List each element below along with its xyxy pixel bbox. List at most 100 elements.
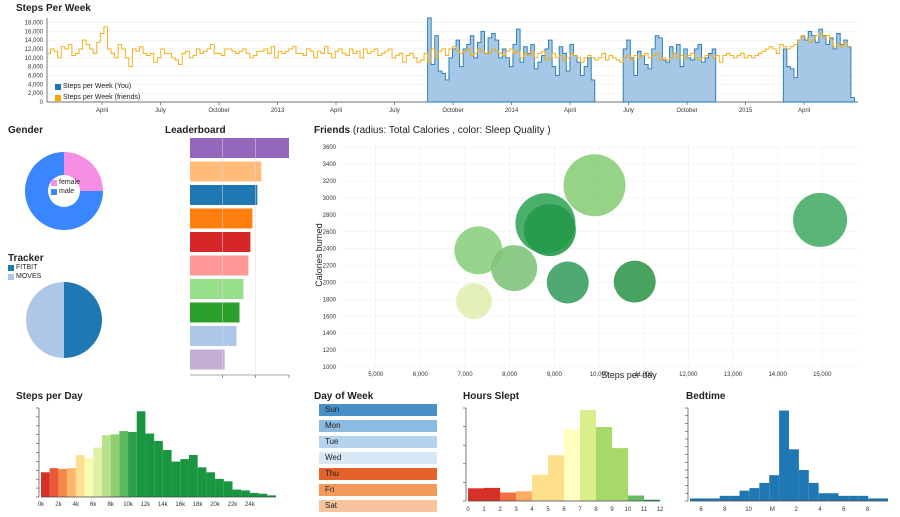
bedtime-title: Bedtime (686, 391, 726, 402)
moves-label: MOVES (16, 273, 42, 280)
hours-slept-x-tick-label: 7 (578, 507, 582, 513)
friend-bubble (546, 261, 589, 304)
friends-title: Friends (radius: Total Calories , color:… (314, 125, 551, 136)
friends-title-text: Friends (314, 125, 351, 136)
friends-y-tick-label: 1600 (323, 314, 337, 320)
friends-y-axis-label: Calories burned (314, 223, 324, 287)
bedtime-bar (838, 495, 849, 501)
steps_day-bar (93, 447, 102, 497)
week-y-tick-label: 2,000 (28, 91, 44, 97)
fitbit-label: FITBIT (16, 264, 38, 271)
week-x-tick-label: April (564, 108, 576, 114)
friends-x-tick-label: 11,000 (635, 372, 654, 378)
steps_day-bar (215, 478, 224, 497)
leaderboard-bar (190, 349, 225, 370)
bedtime-x-tick-label: 8 (866, 507, 870, 513)
hours-slept-x-tick-label: 3 (514, 507, 518, 513)
gender-pie (25, 152, 103, 230)
steps_day-bar (258, 493, 268, 497)
day-of-week-row-sat[interactable]: Sat (319, 500, 437, 512)
day-of-week-row-wed[interactable]: Wed (319, 452, 437, 464)
steps-day-x-tick-label: 24k (245, 502, 256, 508)
friends-x-tick-label: 8,000 (502, 372, 518, 378)
legend-you-swatch (55, 83, 61, 90)
leaderboard-bar (190, 232, 251, 252)
friend-bubble (454, 226, 503, 275)
friend-bubble (455, 283, 492, 320)
female-swatch (51, 179, 57, 186)
steps_day-bar (49, 468, 59, 497)
friends-x-axis-label: Steps per day (601, 370, 657, 380)
bedtime-bar (858, 495, 869, 501)
hours-slept-x-tick-label: 5 (546, 507, 550, 513)
friends-y-tick-label: 1800 (323, 297, 337, 303)
week-x-tick-label: 2015 (739, 108, 753, 114)
hours_slept-bar (564, 429, 580, 501)
week-y-tick-label: 14,000 (25, 38, 44, 44)
leaderboard-title: Leaderboard (165, 125, 226, 136)
friends-y-tick-label: 1200 (323, 348, 337, 354)
friends-x-tick-label: 7,000 (458, 372, 474, 378)
gender-legend-female: female (51, 179, 80, 186)
bedtime-bar (798, 470, 809, 501)
week-y-tick-label: 6,000 (28, 73, 44, 79)
week-y-tick-label: 16,000 (25, 29, 44, 35)
friends-x-tick-label: 14,000 (768, 372, 787, 378)
hours-slept-x-tick-label: 11 (641, 507, 648, 513)
legend-friends-swatch (55, 94, 61, 101)
friends-y-tick-label: 3200 (323, 179, 337, 185)
friends-y-tick-label: 2600 (323, 230, 337, 236)
pie-slice-FITBIT (64, 282, 102, 358)
bedtime-bar (759, 482, 770, 501)
friends-subtitle: (radius: Total Calories , color: Sleep Q… (352, 125, 551, 136)
week-x-tick-label: April (330, 108, 342, 114)
friends-x-tick-label: 13,000 (724, 372, 743, 378)
day-of-week-row-thu[interactable]: Thu (319, 468, 437, 480)
male-swatch (51, 188, 57, 195)
legend-friends-label: Steps per Week (friends) (63, 94, 141, 101)
hours-slept-x-tick-label: 2 (498, 507, 502, 513)
week-x-tick-label: October (676, 108, 697, 114)
tracker-legend-moves: MOVES (8, 273, 41, 280)
steps_day-bar (84, 458, 94, 497)
steps_day-bar (206, 472, 216, 497)
friends-x-tick-label: 5,000 (368, 372, 384, 378)
bedtime-x-tick-label: 10 (745, 507, 752, 513)
steps_day-bar (180, 459, 189, 497)
bedtime-bar (848, 495, 859, 501)
bedtime-bar (699, 498, 710, 501)
steps_day-bar (75, 454, 85, 497)
steps_day-bar (241, 490, 250, 497)
bedtime-bar (868, 498, 879, 501)
day-of-week-title: Day of Week (314, 391, 374, 402)
steps-day-x-tick-label: 0k (38, 502, 45, 508)
week-you-area (782, 28, 855, 103)
steps-day-histogram: 0k 2k 4k 6k 8k 10k 12k 14k 16k 18k 20k 22k 24k (36, 407, 276, 508)
day-of-week-row-fri[interactable]: Fri (319, 484, 437, 496)
steps-day-x-tick-label: 18k (193, 502, 204, 508)
steps-day-x-tick-label: 2k (55, 502, 62, 508)
steps_day-bar (249, 492, 259, 497)
steps_day-bar (128, 431, 137, 497)
week-x-tick-label: April (798, 108, 810, 114)
steps_day-bar (110, 434, 120, 497)
day-of-week-row-tue[interactable]: Tue (319, 436, 437, 448)
day-of-week-row-sun[interactable]: Sun (319, 404, 437, 416)
steps_day-bar (223, 481, 233, 497)
steps_day-bar (232, 489, 242, 497)
day-of-week-row-mon[interactable]: Mon (319, 420, 437, 432)
hours_slept-bar (484, 487, 500, 501)
week-x-tick-label: 2013 (271, 108, 285, 114)
bedtime-x-tick-label: 8 (723, 507, 727, 513)
bedtime-bar (709, 498, 720, 501)
bedtime-bar (818, 493, 829, 501)
friend-bubble (523, 204, 576, 257)
moves-swatch (8, 273, 14, 280)
friend-bubble (491, 245, 538, 292)
hours-slept-x-tick-label: 1 (482, 507, 486, 513)
hours_slept-bar (596, 427, 612, 501)
pie-slice-female (64, 152, 103, 191)
leaderboard-chart (190, 138, 290, 378)
leaderboard-bar (190, 302, 240, 323)
hours_slept-bar (468, 488, 484, 501)
